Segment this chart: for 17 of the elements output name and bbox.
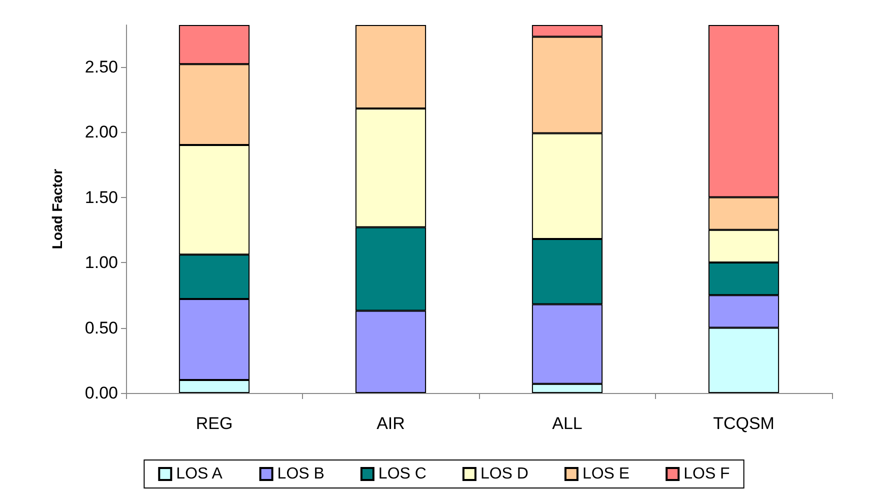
legend-label: LOS E xyxy=(582,466,630,482)
x-tick-label: ALL xyxy=(552,414,582,433)
legend-label: LOS A xyxy=(176,466,223,482)
y-tick-label: 2.00 xyxy=(84,122,118,142)
y-tick-label: 1.00 xyxy=(84,253,118,272)
y-tick-label: 0.00 xyxy=(84,384,118,402)
x-tick-label: AIR xyxy=(376,414,405,433)
x-tick-label: TCQSM xyxy=(713,414,774,433)
x-tick-label: REG xyxy=(196,414,233,433)
legend-label: LOS F xyxy=(684,466,730,482)
y-axis-title: Load Factor xyxy=(49,168,65,250)
legend-label: LOS B xyxy=(277,466,324,482)
y-tick-label: 1.50 xyxy=(84,188,118,207)
y-tick-label: 2.50 xyxy=(84,57,118,76)
y-tick-label: 0.50 xyxy=(84,318,118,338)
legend-label: LOS C xyxy=(378,466,426,482)
legend-label: LOS D xyxy=(480,466,528,482)
